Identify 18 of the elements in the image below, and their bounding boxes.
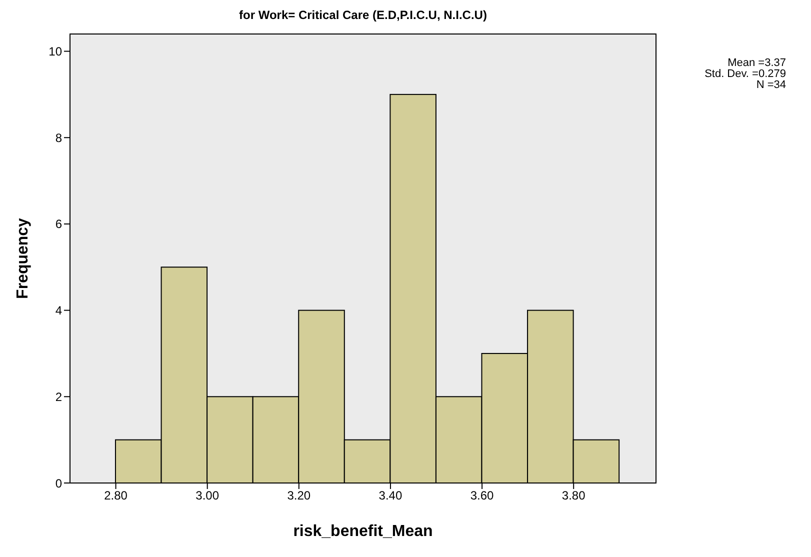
x-tick-label: 3.40 [378, 488, 402, 503]
chart-title: for Work= Critical Care (E.D,P.I.C.U, N.I.C.U) [238, 8, 488, 22]
y-tick-label: 10 [48, 44, 62, 59]
x-tick-label: 3.60 [470, 488, 494, 503]
x-tick-label: 3.80 [562, 488, 586, 503]
y-tick-label: 0 [55, 476, 62, 490]
x-axis-title: risk_benefit_Mean [293, 523, 433, 540]
y-tick-label: 4 [55, 304, 62, 318]
y-tick-label: 6 [55, 217, 62, 232]
text: Std. Dev. =0.279 [704, 68, 786, 80]
y-tick-label: 8 [55, 130, 62, 145]
x-tick-label: 2.80 [104, 488, 128, 503]
y-axis-title: Frequency [14, 218, 32, 299]
text: Mean =3.37 [726, 57, 786, 69]
y-tick-label: 2 [55, 390, 62, 404]
x-tick-label: 3.20 [287, 488, 311, 503]
x-tick-label: 3.00 [196, 488, 220, 503]
text: N =34 [755, 79, 786, 91]
